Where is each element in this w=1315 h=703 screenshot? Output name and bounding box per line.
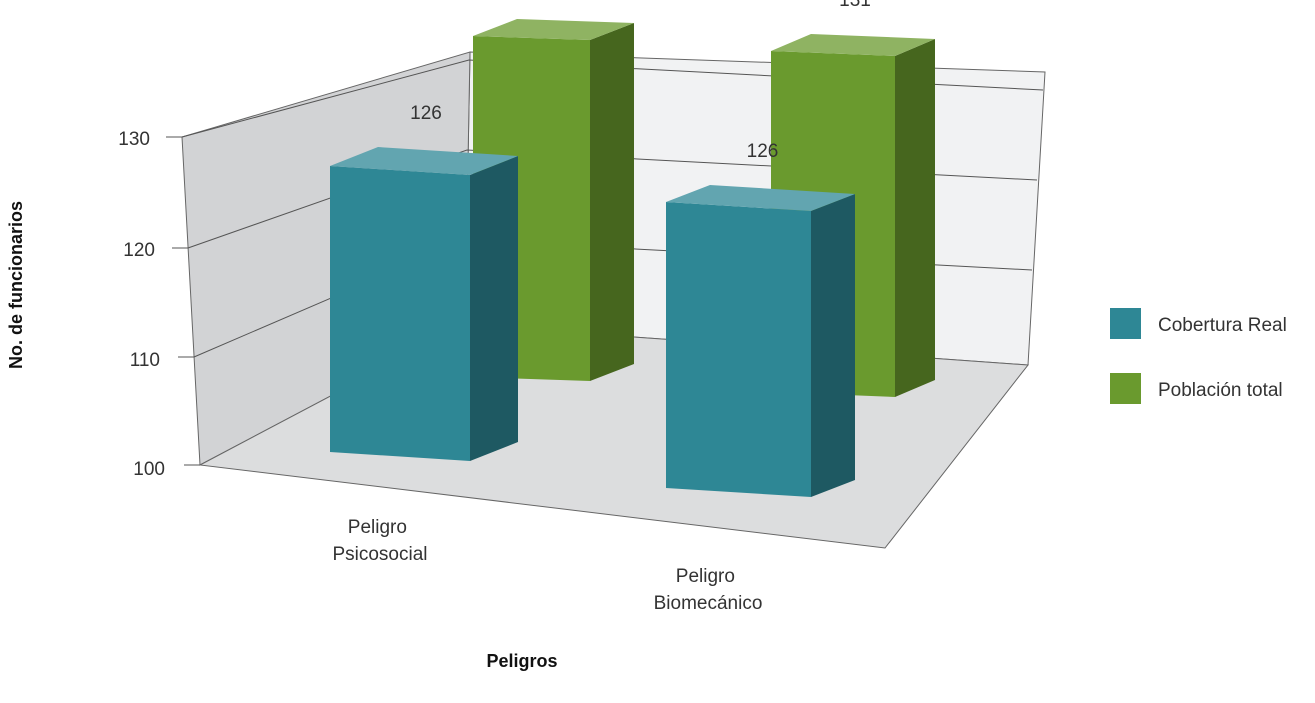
y-tick-label-130: 130 [118,129,150,150]
legend-label-cobertura: Cobertura Real [1158,315,1287,336]
bar-cobertura-psicosocial [330,147,518,461]
y-axis: 130 120 110 100 [118,129,200,480]
legend-label-poblacion: Población total [1158,380,1283,401]
legend-swatch-cobertura [1110,308,1141,339]
bar-poblacion-biomecanico-top [771,34,935,56]
x-axis-title: Peligros [486,651,557,671]
data-label-poblacion-biomecanico: 131 [839,0,871,11]
x-axis: Peligro Psicosocial Peligro Biomecánico [332,517,762,614]
bar-cobertura-psicosocial-side [470,156,518,461]
x-label-biomecanico-line2: Biomecánico [654,593,763,614]
y-tick-label-110: 110 [130,350,160,371]
data-label-cobertura-psicosocial: 126 [410,103,442,124]
y-axis-title: No. de funcionarios [6,201,26,369]
bar-poblacion-psicosocial [473,19,634,381]
legend: Cobertura Real Población total [1110,308,1287,404]
data-labels: 131131126126 [410,0,871,162]
bars [330,19,935,497]
x-label-psicosocial-line1: Peligro [348,517,407,538]
y-tick-label-120: 120 [123,240,155,261]
bar-cobertura-biomecanico [666,185,855,497]
bar-poblacion-psicosocial-side [590,23,634,381]
bar-poblacion-psicosocial-top [473,19,634,40]
bar-cobertura-biomecanico-top [666,185,855,211]
bar-poblacion-biomecanico-side [895,39,935,397]
x-label-biomecanico: Peligro Biomecánico [654,566,763,614]
legend-swatch-poblacion [1110,373,1141,404]
x-label-biomecanico-line1: Peligro [676,566,735,587]
bar-cobertura-biomecanico-side [811,194,855,497]
y-tick-label-100: 100 [133,459,165,480]
bar-cobertura-psicosocial-top [330,147,518,175]
x-label-psicosocial: Peligro Psicosocial [332,517,427,565]
bar-cobertura-psicosocial-front [330,166,470,461]
data-label-cobertura-biomecanico: 126 [747,141,779,162]
bar-cobertura-biomecanico-front [666,202,811,497]
x-label-psicosocial-line2: Psicosocial [332,544,427,565]
